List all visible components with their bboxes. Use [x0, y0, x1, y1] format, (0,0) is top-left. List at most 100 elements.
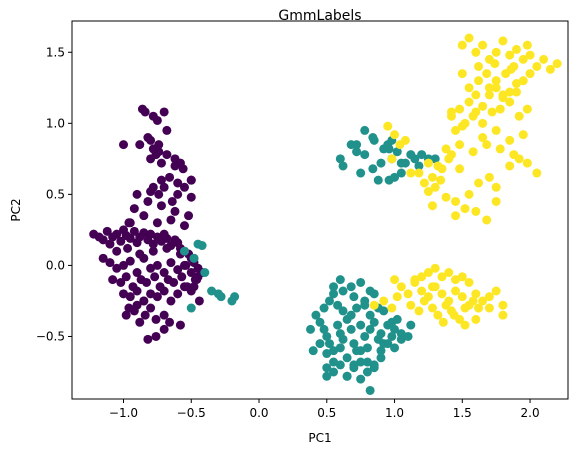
data-point-cluster-2 [512, 87, 521, 97]
data-point-cluster-0 [148, 239, 158, 249]
data-point-cluster-1 [335, 343, 345, 353]
data-point-cluster-0 [142, 277, 152, 287]
data-point-cluster-0 [116, 277, 126, 287]
data-point-cluster-1 [186, 303, 196, 313]
data-point-cluster-0 [162, 150, 172, 160]
data-point-cluster-2 [455, 104, 465, 114]
data-point-cluster-1 [392, 147, 402, 157]
data-point-cluster-1 [346, 140, 356, 150]
data-point-cluster-0 [105, 239, 115, 249]
data-point-cluster-1 [356, 168, 366, 178]
data-point-cluster-2 [495, 104, 505, 114]
data-point-cluster-0 [179, 282, 189, 292]
data-point-cluster-0 [119, 289, 128, 299]
data-point-cluster-0 [119, 140, 128, 150]
data-point-cluster-2 [498, 310, 508, 320]
data-point-cluster-1 [368, 164, 378, 174]
data-point-cluster-2 [430, 182, 440, 192]
data-point-cluster-0 [152, 260, 162, 270]
data-point-cluster-1 [329, 346, 339, 356]
data-point-cluster-1 [396, 168, 406, 178]
data-point-cluster-1 [306, 324, 316, 334]
data-point-cluster-1 [329, 289, 339, 299]
data-point-cluster-1 [360, 150, 370, 160]
data-point-cluster-1 [356, 320, 366, 330]
data-point-cluster-0 [154, 189, 164, 199]
data-point-cluster-0 [184, 211, 194, 221]
data-point-cluster-1 [319, 303, 329, 313]
x-tick-label: 2.0 [521, 406, 540, 420]
y-axis: −0.5 0.0 0.5 1.0 1.5 [36, 45, 72, 343]
data-point-cluster-1 [356, 277, 366, 287]
data-point-cluster-2 [441, 144, 451, 154]
data-point-cluster-1 [329, 367, 339, 377]
data-point-cluster-1 [369, 360, 379, 370]
data-point-cluster-0 [125, 256, 135, 266]
data-point-cluster-0 [156, 201, 166, 211]
data-point-cluster-1 [342, 353, 352, 363]
data-point-cluster-2 [552, 59, 562, 69]
y-tick-label: 1.5 [46, 45, 65, 59]
x-tick-label: 1.0 [385, 406, 404, 420]
data-point-cluster-0 [175, 320, 185, 330]
data-point-cluster-2 [383, 121, 393, 131]
y-tick-label: −0.5 [36, 329, 65, 343]
data-point-cluster-2 [436, 175, 446, 185]
data-point-cluster-2 [464, 33, 474, 43]
data-point-cluster-2 [464, 97, 474, 107]
data-point-cluster-0 [139, 211, 149, 221]
data-point-cluster-2 [471, 289, 481, 299]
data-point-cluster-0 [173, 178, 183, 188]
data-point-cluster-2 [390, 130, 400, 140]
data-point-cluster-2 [455, 164, 465, 174]
data-point-cluster-0 [192, 275, 202, 285]
data-point-cluster-2 [512, 79, 521, 89]
data-point-cluster-2 [395, 140, 405, 150]
data-point-cluster-1 [349, 339, 359, 349]
data-point-cluster-1 [369, 317, 379, 327]
data-point-cluster-2 [505, 50, 515, 60]
data-point-cluster-2 [423, 268, 433, 278]
data-point-cluster-2 [455, 140, 465, 150]
data-point-cluster-1 [338, 306, 348, 316]
data-point-cluster-2 [471, 206, 481, 216]
data-point-cluster-1 [352, 147, 362, 157]
data-point-cluster-1 [315, 339, 325, 349]
data-point-cluster-2 [545, 64, 555, 74]
data-point-cluster-1 [329, 357, 339, 367]
data-point-cluster-1 [333, 300, 343, 310]
data-point-cluster-1 [365, 310, 375, 320]
x-axis: −1.0 −0.5 0.0 0.5 1.0 1.5 2.0 [109, 399, 540, 420]
data-point-cluster-0 [135, 140, 145, 150]
data-point-cluster-2 [518, 130, 528, 140]
y-axis-label: PC2 [9, 198, 23, 221]
data-point-cluster-2 [522, 40, 532, 50]
data-point-cluster-2 [417, 286, 427, 296]
data-point-cluster-1 [376, 353, 386, 363]
data-point-cluster-1 [360, 331, 370, 341]
data-point-cluster-0 [154, 147, 164, 157]
data-point-cluster-2 [484, 83, 494, 93]
data-point-cluster-0 [132, 268, 142, 278]
data-point-cluster-2 [433, 310, 443, 320]
data-point-cluster-0 [159, 182, 169, 192]
data-point-cluster-1 [376, 329, 386, 339]
y-tick-label: 0.5 [46, 187, 65, 201]
data-point-cluster-0 [156, 158, 166, 168]
data-point-cluster-1 [356, 357, 366, 367]
data-point-cluster-2 [457, 69, 467, 79]
data-point-cluster-1 [338, 286, 348, 296]
data-point-cluster-2 [441, 300, 451, 310]
data-point-cluster-0 [162, 125, 172, 135]
data-point-cluster-0 [98, 253, 108, 263]
data-point-cluster-1 [387, 317, 397, 327]
data-point-cluster-1 [200, 268, 210, 278]
data-point-cluster-2 [487, 107, 497, 117]
data-point-cluster-1 [322, 331, 332, 341]
data-point-cluster-2 [437, 272, 447, 282]
data-point-cluster-1 [338, 161, 348, 171]
data-point-cluster-2 [430, 263, 440, 273]
data-point-cluster-2 [474, 303, 484, 313]
data-point-cluster-2 [518, 54, 528, 64]
